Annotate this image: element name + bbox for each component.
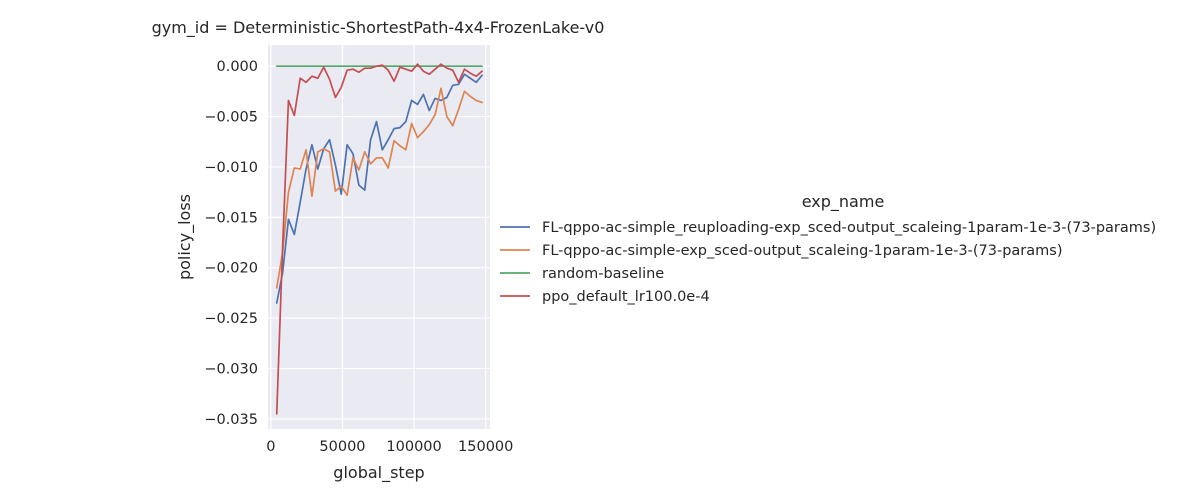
x-axis-label: global_step [333, 463, 424, 483]
series-line-1 [275, 73, 483, 304]
y-tick-label: −0.005 [204, 110, 258, 126]
y-tick-label: −0.015 [204, 210, 258, 226]
x-tick-label: 0 [266, 439, 275, 455]
series-line-4 [275, 63, 483, 415]
y-axis-label: policy_loss [175, 194, 195, 280]
legend-label: FL-qppo-ac-simple_reuploading-exp_sced-o… [542, 220, 1156, 236]
y-tick-label: −0.020 [204, 261, 258, 277]
legend: exp_name FL-qppo-ac-simple_reuploading-e… [500, 192, 1156, 305]
y-tick-label: 0.000 [216, 59, 258, 75]
legend-label: ppo_default_lr100.0e-4 [542, 289, 710, 305]
y-tick-label: −0.035 [204, 412, 258, 428]
legend-label: random-baseline [542, 266, 664, 282]
x-tick-label: 100000 [386, 439, 441, 455]
x-tick-label: 150000 [458, 439, 513, 455]
y-tick-labels: 0.000 −0.005 −0.010 −0.015 −0.020 −0.025 −0.03… [204, 59, 258, 428]
y-tick-label: −0.030 [204, 362, 258, 378]
chart-title: gym_id = Deterministic-ShortestPath-4x4-… [152, 18, 605, 38]
data-lines [275, 63, 483, 415]
legend-label: FL-qppo-ac-simple-exp_sced-output_scalei… [542, 243, 1062, 259]
y-tick-label: −0.010 [204, 160, 258, 176]
plot-area [268, 45, 490, 429]
legend-title: exp_name [802, 192, 885, 212]
x-tick-labels: 0 50000 100000 150000 [266, 439, 513, 455]
x-tick-label: 50000 [319, 439, 365, 455]
series-line-2 [275, 87, 483, 289]
y-tick-label: −0.025 [204, 311, 258, 327]
legend-items: FL-qppo-ac-simple_reuploading-exp_sced-o… [500, 220, 1156, 305]
